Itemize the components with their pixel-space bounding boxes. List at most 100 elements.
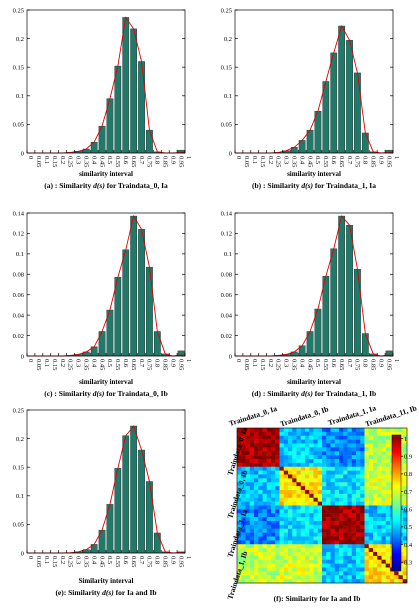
heatmap-cell — [356, 505, 361, 510]
heatmap-cell — [237, 524, 242, 529]
heatmap-cell — [334, 548, 340, 553]
x-tick-label: 0.45 — [306, 359, 313, 370]
heatmap-cell — [283, 563, 289, 568]
heatmap-cell — [283, 575, 289, 580]
heatmap-cell — [368, 443, 374, 448]
heatmap-cell — [317, 462, 323, 467]
heatmap-cell — [237, 555, 242, 560]
heatmap-cell — [381, 455, 386, 460]
heatmap-cell — [241, 447, 246, 452]
y-tick-label: 0.25 — [13, 7, 24, 14]
heatmap-cell — [258, 462, 263, 467]
heatmap-cell — [326, 459, 331, 464]
heatmap-cell — [288, 497, 293, 502]
heatmap-cell — [343, 579, 348, 584]
heatmap-cell — [309, 552, 314, 557]
x-tick-label: 0.95 — [177, 359, 184, 370]
x-tick-label: 0.65 — [130, 359, 137, 370]
y-tick-label: 0.14 — [13, 210, 25, 217]
heatmap-cell — [288, 431, 293, 436]
heatmap-cell — [292, 431, 297, 436]
heatmap-cell — [343, 497, 348, 502]
colorbar: 10.90.80.70.60.50.40.3 — [391, 434, 413, 572]
heatmap-cell — [300, 540, 306, 545]
heatmap-cell — [288, 455, 293, 460]
heatmap-cell — [245, 536, 250, 541]
heatmap-cell — [300, 443, 306, 448]
heatmap-cell — [309, 466, 314, 471]
heatmap-cell — [262, 544, 267, 549]
histogram-panel-c: 00.020.040.060.080.10.120.140 0.05 0.1 0.15… — [13, 210, 193, 398]
heatmap-cell — [381, 466, 386, 471]
y-tick-label: 0 — [229, 150, 232, 157]
heatmap-cell — [300, 555, 306, 560]
heatmap-cell — [262, 431, 267, 436]
bar — [322, 81, 330, 154]
heatmap-cell — [254, 455, 259, 460]
heatmap-cell — [237, 517, 242, 522]
heatmap-cell — [330, 478, 335, 483]
caption-prefix: (b) : Similarity — [252, 181, 301, 190]
heatmap-cell — [322, 552, 327, 557]
x-tick-label: 0 — [27, 556, 34, 559]
heatmap-cell — [339, 532, 344, 537]
heatmap-cell — [402, 490, 408, 495]
heatmap-cell — [356, 555, 361, 560]
heatmap-cell — [326, 540, 331, 545]
heatmap-cell — [271, 540, 276, 545]
heatmap-cell — [317, 524, 323, 529]
heatmap-cell — [385, 466, 391, 471]
heatmap-cell — [334, 439, 340, 444]
heatmap-cell — [330, 563, 335, 568]
heatmap-cell — [266, 540, 272, 545]
heatmap-cell — [313, 428, 318, 433]
heatmap-cell — [334, 552, 340, 557]
heatmap-cell — [326, 478, 331, 483]
heatmap-cell — [373, 428, 378, 433]
heatmap-cell — [249, 455, 255, 460]
heatmap-cell — [368, 579, 374, 584]
heatmap-cell — [279, 435, 284, 440]
heatmap-cell — [249, 517, 255, 522]
heatmap-cell — [237, 462, 242, 467]
heatmap-cell — [377, 544, 382, 549]
heatmap-cell — [330, 486, 335, 491]
heatmap-cell — [283, 528, 289, 533]
heatmap-cell — [334, 486, 340, 491]
heatmap-cell — [266, 548, 272, 553]
heatmap-cell — [317, 431, 323, 436]
heatmap-cell — [292, 575, 297, 580]
heatmap-cell — [343, 571, 348, 576]
heatmap-cell — [271, 451, 276, 456]
heatmap-cell — [283, 486, 289, 491]
heatmap-cell — [288, 552, 293, 557]
heatmap-cell — [254, 555, 259, 560]
heatmap-cell — [402, 544, 408, 549]
heatmap-cell — [249, 493, 255, 498]
heatmap-cell — [373, 528, 378, 533]
heatmap-cell — [377, 470, 382, 475]
heatmap-cell — [283, 552, 289, 557]
heatmap-cell — [262, 459, 267, 464]
heatmap-cell — [360, 431, 365, 436]
heatmap-cell — [309, 443, 314, 448]
heatmap-cell — [245, 455, 250, 460]
heatmap-cell — [237, 559, 242, 564]
x-tick-label: 0.1 — [251, 359, 258, 367]
heatmap-cell — [356, 528, 361, 533]
heatmap-cell — [245, 571, 250, 576]
heatmap-cell — [241, 497, 246, 502]
heatmap-cell — [258, 486, 263, 491]
heatmap-cell — [262, 555, 267, 560]
heatmap-cell — [368, 563, 374, 568]
heatmap-cell — [360, 428, 365, 433]
heatmap-cell — [347, 563, 352, 568]
heatmap-cell — [313, 486, 318, 491]
heatmap-cell — [313, 509, 318, 514]
heatmap-cell — [356, 497, 361, 502]
y-tick-label: 0.1 — [224, 251, 232, 258]
heatmap-cell — [368, 536, 374, 541]
heatmap-cell — [381, 482, 386, 487]
heatmap-cell — [347, 493, 352, 498]
heatmap-cell — [249, 447, 255, 452]
